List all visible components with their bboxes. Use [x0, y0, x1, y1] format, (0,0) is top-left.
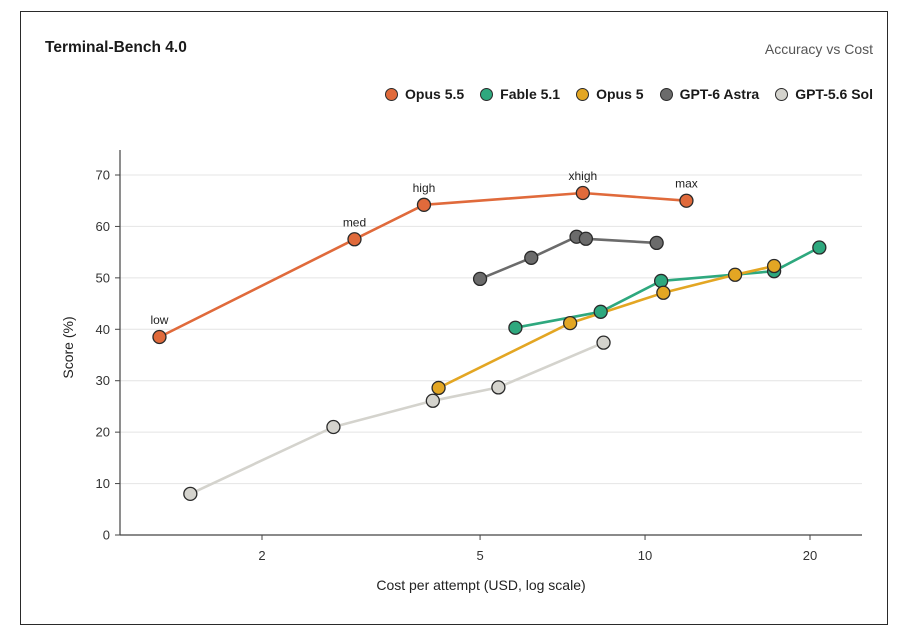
legend-item-3: GPT-6 Astra: [659, 86, 760, 102]
data-point-s4-p2: [425, 393, 440, 408]
legend-swatch-4: [775, 87, 789, 101]
data-point-s4-p1: [326, 419, 341, 435]
legend-label-2: Opus 5: [596, 86, 644, 102]
y-tick-label-30: 30: [96, 373, 110, 388]
series-line-4: [189, 341, 605, 496]
data-point-s0-p4: [679, 193, 694, 208]
data-point-s4-p4: [596, 335, 611, 350]
data-point-s1-p1: [593, 304, 608, 319]
x-tick-label-20: 20: [803, 548, 817, 563]
y-axis-label: Score (%): [60, 316, 76, 378]
point-annotation-low: low: [150, 313, 168, 327]
legend-label-4: GPT-5.6 Sol: [795, 86, 873, 102]
y-tick-label-20: 20: [96, 425, 110, 440]
series-line-2: [437, 264, 776, 390]
data-point-s2-p1: [562, 315, 578, 331]
legend-item-1: Fable 5.1: [480, 86, 560, 102]
y-tick-label-0: 0: [103, 528, 110, 543]
data-point-s1-p4: [812, 240, 827, 255]
data-point-s2-p0: [431, 380, 446, 396]
chart-subtitle: Accuracy vs Cost: [764, 41, 873, 57]
legend-label-1: Fable 5.1: [500, 86, 561, 102]
data-point-s2-p2: [656, 285, 671, 300]
data-point-s3-p4: [649, 235, 664, 251]
x-axis-label: Cost per attempt (USD, log scale): [376, 577, 585, 593]
point-annotation-max: max: [675, 177, 698, 191]
legend-swatch-3: [659, 87, 673, 101]
y-tick-label-40: 40: [96, 322, 110, 337]
y-tick-label-50: 50: [96, 270, 110, 285]
data-point-s0-p3: [575, 185, 590, 201]
x-tick-label-10: 10: [638, 548, 652, 563]
series-line-3: [478, 235, 658, 281]
y-tick-label-60: 60: [96, 219, 110, 234]
chart-title: Terminal-Bench 4.0: [45, 39, 187, 56]
legend-swatch-1: [480, 87, 494, 101]
legend-swatch-2: [576, 87, 590, 101]
legend-item-0: Opus 5.5: [385, 86, 464, 102]
legend-swatch-0: [385, 87, 399, 101]
series-line-0: [158, 191, 688, 339]
legend-label-3: GPT-6 Astra: [679, 86, 760, 102]
data-point-s1-p2: [653, 273, 669, 289]
data-point-s3-p3: [578, 231, 594, 246]
data-point-s0-p2: [416, 197, 432, 212]
data-point-s3-p0: [472, 271, 488, 287]
chart-legend: Opus 5.5 Fable 5.1 Opus 5 GPT-6 Astra GPT-5.…: [385, 86, 873, 102]
data-point-s2-p4: [766, 258, 782, 274]
legend-item-2: Opus 5: [576, 86, 644, 102]
x-tick-label-2: 2: [258, 548, 265, 563]
legend-item-4: GPT-5.6 Sol: [775, 86, 873, 102]
point-annotation-med: med: [343, 215, 366, 229]
x-tick-label-5: 5: [476, 548, 483, 563]
y-tick-label-70: 70: [96, 168, 110, 183]
legend-label-0: Opus 5.5: [405, 86, 465, 102]
data-point-s4-p0: [183, 486, 198, 502]
data-point-s0-p1: [347, 232, 362, 247]
chart-frame: Terminal-Bench 4.0 Accuracy vs Cost Opus…: [20, 11, 888, 625]
point-annotation-high: high: [413, 181, 436, 195]
data-point-s3-p1: [524, 250, 539, 265]
point-annotation-xhigh: xhigh: [568, 169, 597, 183]
data-point-s1-p0: [508, 320, 523, 335]
data-point-s2-p3: [727, 267, 743, 282]
data-point-s0-p0: [152, 329, 167, 345]
y-tick-label-10: 10: [96, 476, 110, 491]
data-point-s4-p3: [491, 380, 506, 395]
